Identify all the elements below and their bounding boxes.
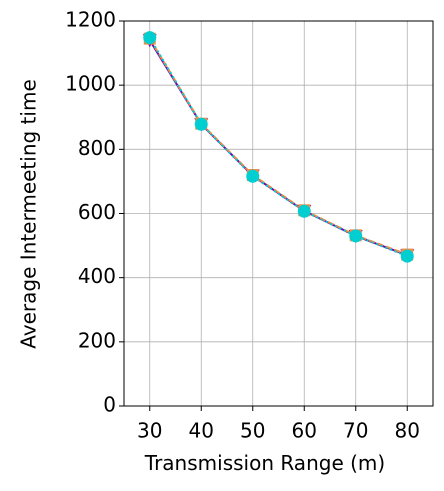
series-line [148, 37, 408, 258]
x-tick-label: 50 [240, 419, 265, 443]
point [194, 117, 208, 131]
x-axis-label: Transmission Range (m) [144, 451, 385, 475]
point [400, 249, 414, 263]
plot-frame [123, 20, 434, 407]
x-tick-label: 80 [395, 419, 420, 443]
y-tick-label: 400 [78, 264, 116, 288]
y-tick-label: 200 [78, 328, 116, 352]
series-line [148, 39, 408, 257]
point [349, 229, 363, 243]
x-tick-label: 60 [292, 419, 317, 443]
y-axis-label: Average Intermeeting time [17, 79, 41, 348]
point [297, 204, 311, 218]
y-tick-label: 0 [103, 393, 116, 417]
point [246, 169, 260, 183]
y-tick-label: 1000 [65, 72, 116, 96]
x-tick-label: 40 [189, 419, 214, 443]
point [143, 31, 157, 45]
x-tick-label: 30 [137, 419, 162, 443]
y-tick-label: 600 [78, 200, 116, 224]
x-tick-label: 70 [343, 419, 368, 443]
y-tick-label: 1200 [65, 8, 116, 32]
y-tick-label: 800 [78, 136, 116, 160]
series-line [148, 38, 408, 256]
